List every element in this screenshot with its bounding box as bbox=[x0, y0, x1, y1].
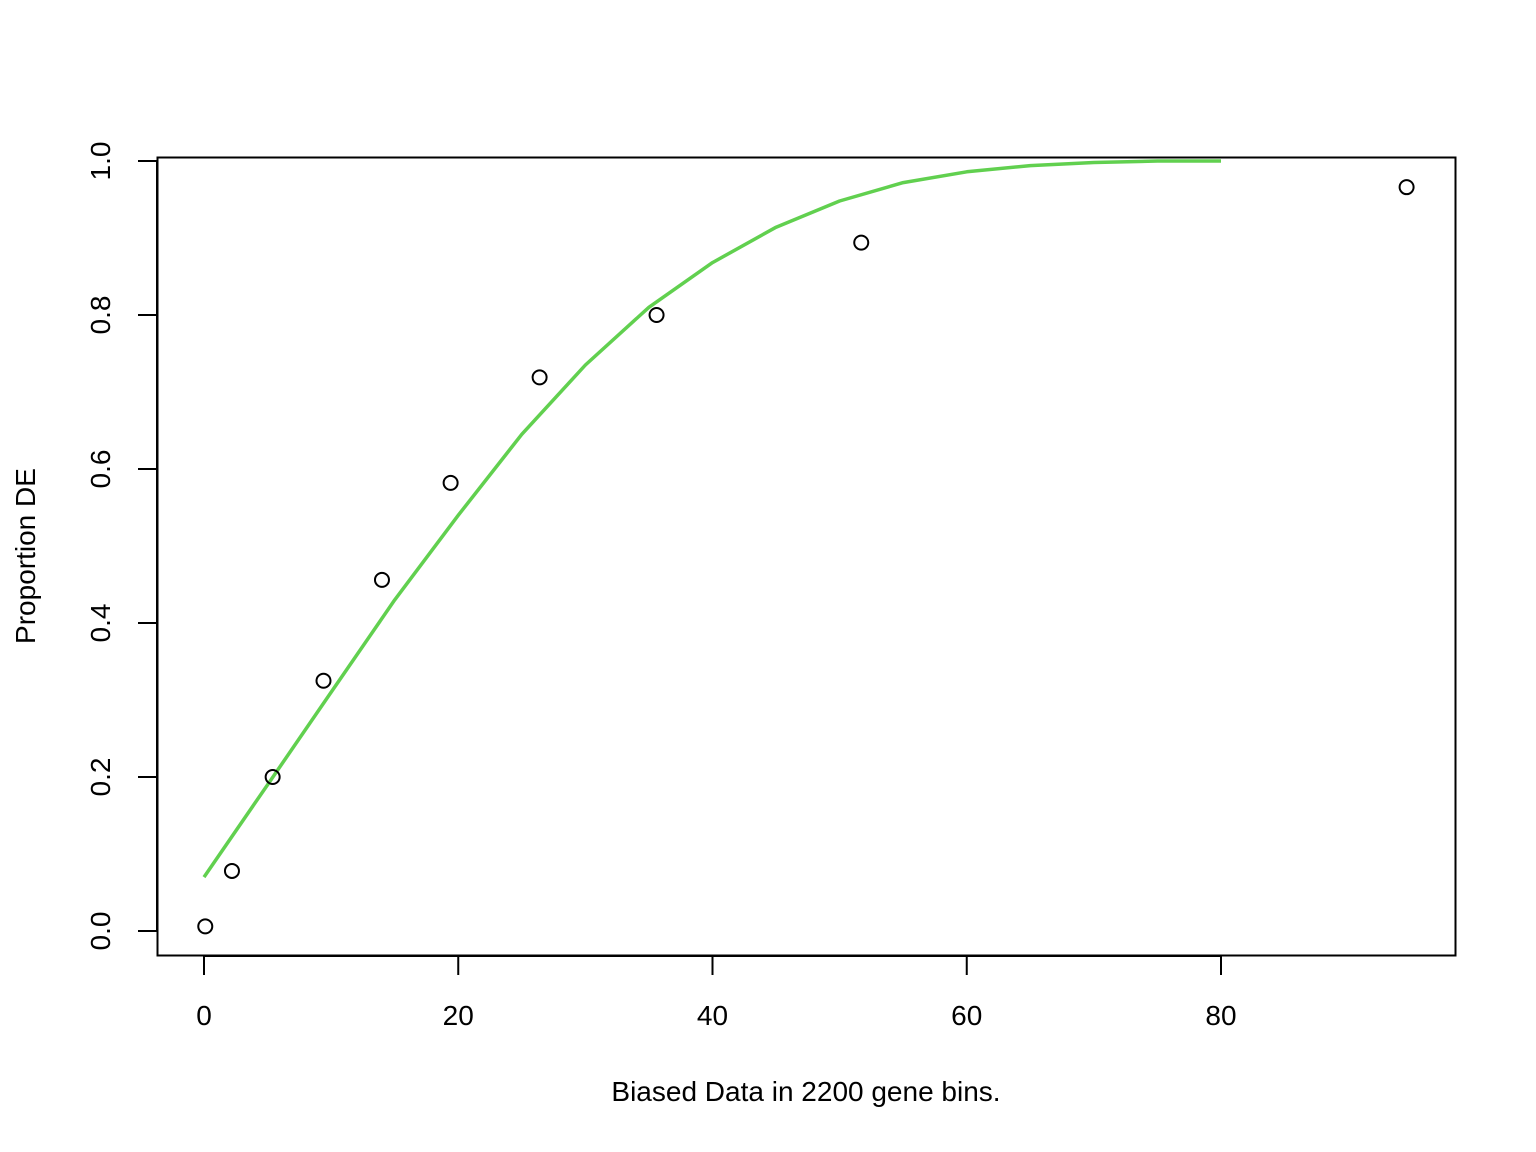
data-point bbox=[264, 769, 281, 785]
data-point bbox=[853, 234, 870, 251]
fitted-curve bbox=[202, 159, 1221, 879]
data-point bbox=[197, 918, 214, 935]
y-tick-label: 0.6 bbox=[85, 450, 116, 489]
y-axis: 0.0 0.2 0.4 0.6 0.8 1.0 bbox=[85, 142, 158, 951]
x-tick-label: 40 bbox=[697, 1000, 728, 1031]
y-tick-label: 1.0 bbox=[85, 142, 116, 181]
y-tick-label: 0.4 bbox=[85, 604, 116, 643]
y-axis-title: Proportion DE bbox=[10, 468, 41, 644]
plot-frame bbox=[156, 156, 1457, 957]
data-point bbox=[1398, 179, 1415, 196]
data-point bbox=[315, 672, 332, 689]
x-tick-label: 60 bbox=[951, 1000, 982, 1031]
data-point bbox=[223, 862, 240, 879]
y-tick-label: 0.8 bbox=[85, 296, 116, 335]
x-tick-label: 0 bbox=[196, 1000, 212, 1031]
x-tick-label: 20 bbox=[443, 1000, 474, 1031]
data-point bbox=[442, 474, 459, 491]
x-tick-label: 80 bbox=[1205, 1000, 1236, 1031]
data-points bbox=[197, 179, 1415, 935]
data-point bbox=[648, 307, 665, 323]
data-point bbox=[531, 369, 548, 386]
data-point bbox=[373, 571, 390, 588]
x-axis: 0 20 40 60 80 bbox=[196, 955, 1237, 1031]
y-tick-label: 0.0 bbox=[85, 912, 116, 951]
x-axis-title: Biased Data in 2200 gene bins. bbox=[611, 1076, 1000, 1107]
y-tick-label: 0.2 bbox=[85, 758, 116, 797]
